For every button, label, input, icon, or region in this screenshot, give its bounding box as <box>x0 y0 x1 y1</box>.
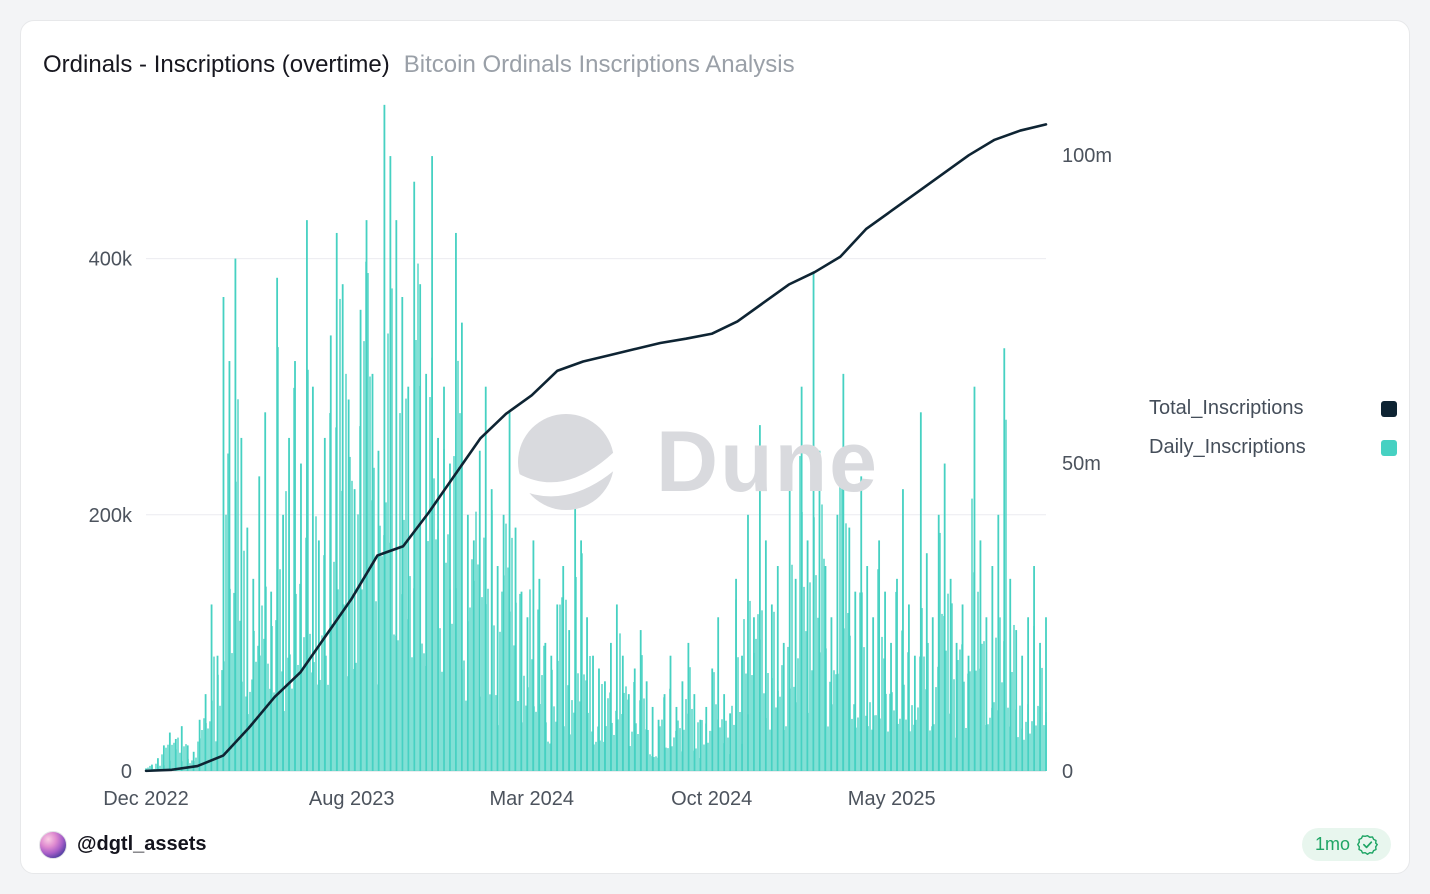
daily-inscriptions-bars[interactable] <box>145 104 1047 772</box>
x-axis-tick-label: Oct 2024 <box>671 788 752 810</box>
left-axis-tick-label: 200k <box>89 505 133 527</box>
chart-card: Ordinals - Inscriptions (overtime) Bitco… <box>20 20 1410 874</box>
x-axis-tick-label: Aug 2023 <box>309 788 395 810</box>
page-title: Ordinals - Inscriptions (overtime) <box>43 51 390 78</box>
x-axis-tick-label: Mar 2024 <box>489 788 574 810</box>
legend-swatch-teal <box>1381 439 1397 456</box>
x-axis-tick-label: May 2025 <box>848 788 936 810</box>
left-axis-tick-label: 400k <box>89 249 133 271</box>
axis-tick-labels: 0 200k 400k 0 50m 100m Dec 2022 Aug 2023 Mar 202… <box>89 145 1112 810</box>
left-axis-tick-label: 0 <box>121 761 132 783</box>
legend-label: Daily_Inscriptions <box>1149 436 1306 458</box>
author-handle[interactable]: @dgtl_assets <box>77 833 207 855</box>
chart-canvas[interactable]: 0 200k 400k 0 50m 100m Dec 2022 Aug 2023 Mar 202… <box>31 86 1161 826</box>
verified-badge-icon <box>1357 835 1378 855</box>
gridlines <box>146 258 1046 772</box>
freshness-label: 1mo <box>1314 834 1350 854</box>
right-axis-tick-label: 100m <box>1062 145 1112 167</box>
page-subtitle: Bitcoin Ordinals Inscriptions Analysis <box>403 51 795 78</box>
legend-swatch-navy <box>1381 400 1397 417</box>
total-inscriptions-line[interactable] <box>144 123 1048 773</box>
x-axis-tick-label: Dec 2022 <box>103 788 189 810</box>
avatar[interactable] <box>39 830 67 859</box>
right-axis-tick-label: 50m <box>1062 453 1101 475</box>
legend-label: Total_Inscriptions <box>1149 397 1304 419</box>
legend-item-daily-inscriptions[interactable]: Daily_Inscriptions <box>1149 436 1397 459</box>
right-axis-tick-label: 0 <box>1062 761 1073 783</box>
freshness-badge[interactable]: 1mo <box>1301 828 1391 861</box>
legend-item-total-inscriptions[interactable]: Total_Inscriptions <box>1149 397 1397 420</box>
card-footer: @dgtl_assets 1mo <box>39 828 1391 861</box>
author[interactable]: @dgtl_assets <box>39 830 207 859</box>
chart-legend: Total_Inscriptions Daily_Inscriptions <box>1149 397 1397 475</box>
chart-header: Ordinals - Inscriptions (overtime) Bitco… <box>43 51 795 79</box>
